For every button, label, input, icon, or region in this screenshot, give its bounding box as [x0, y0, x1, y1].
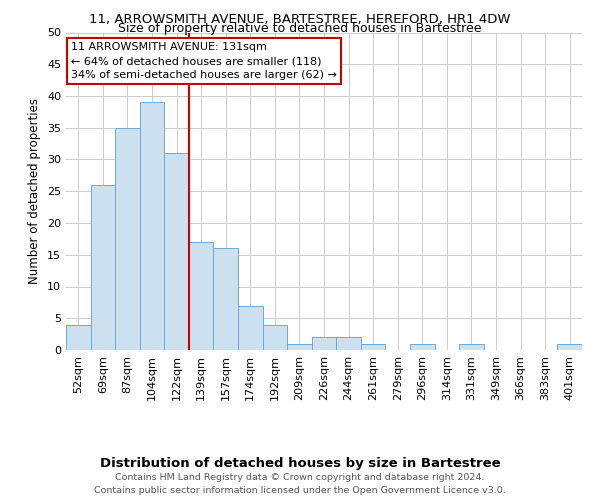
- Text: Distribution of detached houses by size in Bartestree: Distribution of detached houses by size …: [100, 458, 500, 470]
- Y-axis label: Number of detached properties: Number of detached properties: [28, 98, 41, 284]
- Bar: [312, 338, 336, 350]
- Text: Size of property relative to detached houses in Bartestree: Size of property relative to detached ho…: [118, 22, 482, 35]
- Bar: [263, 324, 287, 350]
- Bar: [66, 324, 91, 350]
- Bar: [557, 344, 582, 350]
- Bar: [336, 338, 361, 350]
- Bar: [164, 153, 189, 350]
- Text: Contains HM Land Registry data © Crown copyright and database right 2024.
Contai: Contains HM Land Registry data © Crown c…: [94, 474, 506, 495]
- Bar: [361, 344, 385, 350]
- Text: 11 ARROWSMITH AVENUE: 131sqm
← 64% of detached houses are smaller (118)
34% of s: 11 ARROWSMITH AVENUE: 131sqm ← 64% of de…: [71, 42, 337, 80]
- Bar: [410, 344, 434, 350]
- Bar: [287, 344, 312, 350]
- Bar: [140, 102, 164, 350]
- Bar: [91, 185, 115, 350]
- Bar: [459, 344, 484, 350]
- Bar: [238, 306, 263, 350]
- Text: 11, ARROWSMITH AVENUE, BARTESTREE, HEREFORD, HR1 4DW: 11, ARROWSMITH AVENUE, BARTESTREE, HEREF…: [89, 12, 511, 26]
- Bar: [189, 242, 214, 350]
- Bar: [115, 128, 140, 350]
- Bar: [214, 248, 238, 350]
